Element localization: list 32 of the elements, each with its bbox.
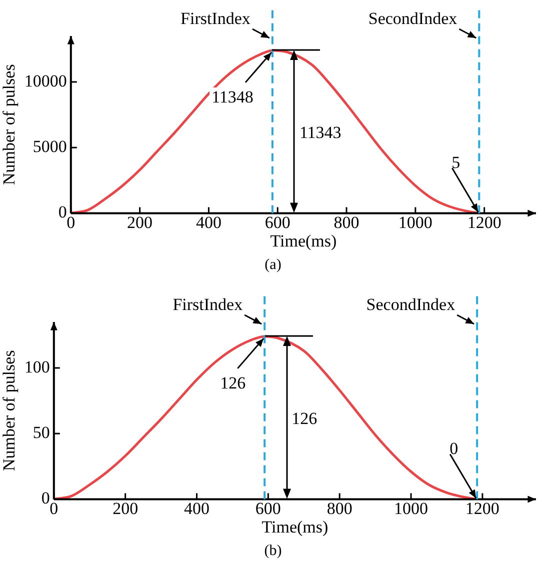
ref-line-label: SecondIndex <box>366 295 456 314</box>
x-tick-label: 1000 <box>394 498 428 518</box>
annotation: 0 <box>450 439 458 458</box>
x-tick-label: 800 <box>326 498 352 518</box>
text: (b) <box>263 542 283 561</box>
x-tick-label: 1000 <box>398 212 432 232</box>
x-tick-label: 600 <box>255 498 281 518</box>
y-axis-title: Number of pulses <box>0 64 19 186</box>
x-tick-label: 1200 <box>467 212 502 232</box>
x-tick-label: 400 <box>196 212 222 232</box>
x-tick-label: 800 <box>334 212 360 232</box>
x-axis-title: Time(ms) <box>262 517 328 536</box>
x-tick-label: 200 <box>112 498 138 518</box>
y-tick-label: 50 <box>32 423 50 442</box>
text: (a) <box>264 256 282 275</box>
annotation: 11343 <box>299 122 342 142</box>
annotation: 5 <box>452 153 460 172</box>
x-tick-label: 600 <box>264 212 290 232</box>
annotation: 11348 <box>212 87 254 106</box>
x-tick-label: 1200 <box>465 498 500 518</box>
ref-line-label: FirstIndex <box>180 9 251 28</box>
ref-line-label: SecondIndex <box>368 9 458 28</box>
annotation: 126 <box>292 408 318 428</box>
annotation: 126 <box>220 373 246 392</box>
x-tick-label: 400 <box>184 498 210 518</box>
y-tick-label: 5000 <box>32 137 67 156</box>
y-tick-label: 100 <box>24 357 50 376</box>
x-tick-label: 200 <box>127 212 153 232</box>
y-axis-title: Number of pulses <box>0 350 19 472</box>
y-tick-label: 10000 <box>24 71 67 90</box>
x-axis-title: Time(ms) <box>270 231 337 250</box>
ref-line-label: FirstIndex <box>172 295 244 314</box>
